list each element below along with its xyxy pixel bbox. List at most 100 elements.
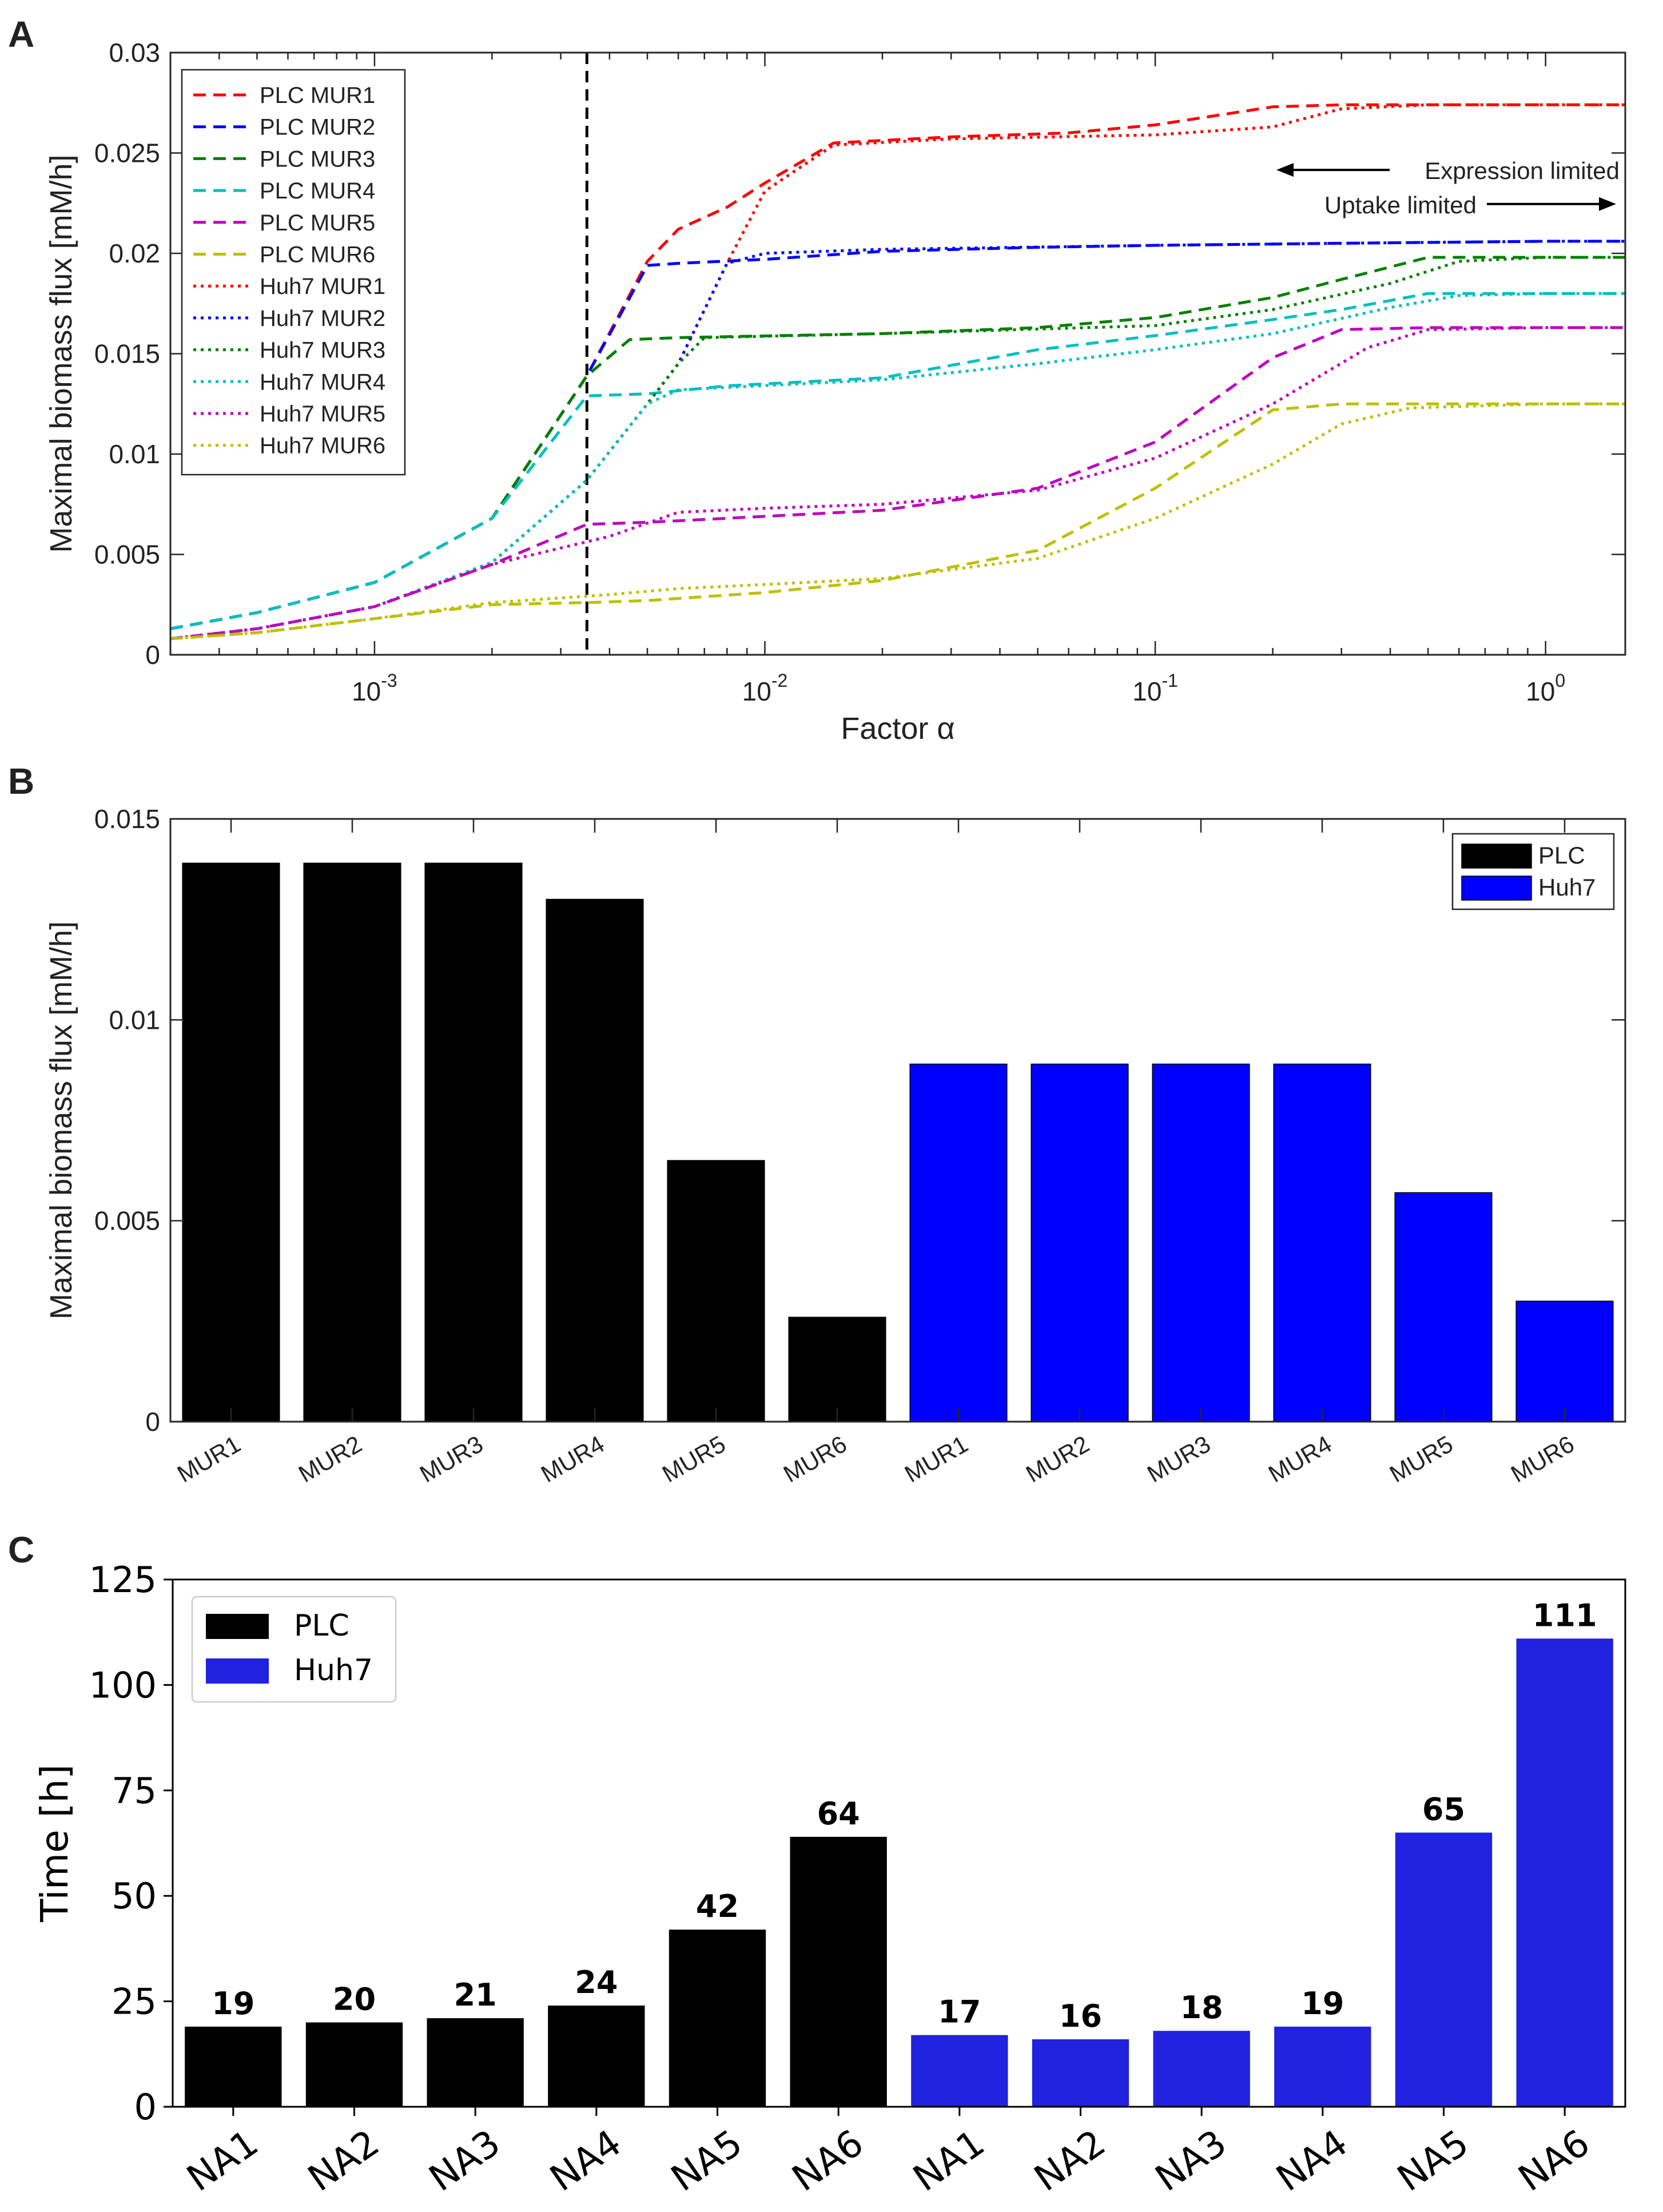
bar <box>427 2018 524 2107</box>
data-label: 16 <box>1059 1998 1102 2034</box>
bar <box>1394 1192 1493 1422</box>
y-axis-label: Maximal biomass flux [mM/h] <box>44 154 78 552</box>
bar <box>1273 1063 1371 1422</box>
data-label: 64 <box>817 1796 860 1832</box>
legend-label: Huh7 MUR6 <box>260 433 385 459</box>
x-tick-label: NA3 <box>421 2122 508 2200</box>
bar <box>546 898 644 1422</box>
x-tick-label: 100 <box>1526 670 1565 706</box>
legend-label: Huh7 MUR2 <box>260 306 385 331</box>
x-tick-label: NA2 <box>301 2122 387 2200</box>
y-tick-label: 75 <box>112 1770 157 1812</box>
bar <box>909 1063 1008 1422</box>
y-tick-label: 50 <box>112 1875 157 1917</box>
x-tick-label: MUR3 <box>415 1430 488 1487</box>
series-line <box>170 103 1625 630</box>
y-tick-label: 0.005 <box>94 1206 160 1236</box>
data-label: 24 <box>575 1964 618 2000</box>
x-tick-label: NA4 <box>1269 2122 1355 2200</box>
x-tick-label: NA5 <box>664 2122 750 2200</box>
legend-box <box>181 69 406 476</box>
y-tick-label: 0.01 <box>109 1005 160 1035</box>
y-axis-label: Maximal biomass flux [mM/h] <box>44 921 78 1319</box>
data-label: 21 <box>454 1977 497 2013</box>
data-label: 42 <box>696 1888 739 1924</box>
legend-swatch <box>1461 876 1532 901</box>
bar <box>667 1160 765 1422</box>
bar <box>548 2005 645 2107</box>
legend-label: PLC MUR6 <box>260 242 375 268</box>
x-tick-label: NA1 <box>906 2122 992 2200</box>
x-tick-label: NA1 <box>180 2122 266 2200</box>
legend-label: Huh7 MUR5 <box>260 401 385 427</box>
data-label: 18 <box>1180 1990 1223 2026</box>
bar <box>790 1836 887 2107</box>
bar <box>185 2026 282 2107</box>
x-tick-label: 10-2 <box>742 670 788 706</box>
x-tick-label: MUR6 <box>1506 1430 1579 1487</box>
legend-swatch <box>206 1614 269 1639</box>
series-line <box>170 292 1625 640</box>
series-line <box>170 240 1625 640</box>
y-tick-label: 0.005 <box>94 540 160 570</box>
legend-label: Huh7 MUR3 <box>260 338 385 363</box>
y-tick-label: 0 <box>145 640 160 670</box>
y-tick-label: 0 <box>145 1407 160 1437</box>
x-tick-label: NA6 <box>785 2122 871 2200</box>
arrow-head <box>1276 163 1294 177</box>
x-axis-label: Factor α <box>841 711 954 746</box>
arrow-head <box>1599 197 1616 211</box>
bar <box>1031 1063 1129 1422</box>
panel-c-bar-chart: 19 20 21 24 42 64 17 16 18 19 65 111 0 25 50 75 100 125 NA… <box>33 1559 1626 2200</box>
bar <box>1153 2031 1250 2107</box>
data-label: 20 <box>333 1981 376 2017</box>
y-tick-label: 100 <box>89 1664 157 1706</box>
x-tick-label: 10-3 <box>352 670 397 706</box>
bar <box>424 862 523 1422</box>
x-tick-label: NA4 <box>543 2122 629 2200</box>
y-tick-label: 0.01 <box>109 439 160 469</box>
x-tick-label: MUR4 <box>536 1430 609 1487</box>
panel-letter: A <box>8 14 34 55</box>
data-label: 17 <box>938 1994 981 2030</box>
y-tick-label: 0 <box>134 2086 157 2128</box>
bar <box>1274 2026 1371 2107</box>
data-label: 65 <box>1422 1792 1465 1828</box>
series-line <box>170 402 1625 640</box>
bar <box>911 2035 1008 2107</box>
x-tick-label: MUR3 <box>1143 1430 1215 1487</box>
x-tick-label: MUR5 <box>1385 1430 1458 1487</box>
legend-label: PLC <box>294 1609 349 1643</box>
panel-a-line-chart: 10-3 10-2 10-1 100 0 0.005 0.01 0.015 0.02 0.025 0… <box>44 38 1626 746</box>
y-tick-label: 0.03 <box>109 38 160 67</box>
series-line <box>170 326 1625 640</box>
legend-label: PLC MUR1 <box>260 83 375 108</box>
bar <box>1152 1063 1250 1422</box>
series-line <box>170 326 1625 640</box>
x-tick-label: 10-1 <box>1132 670 1178 706</box>
bar <box>1395 1832 1493 2107</box>
bar <box>303 862 401 1422</box>
y-tick-label: 0.02 <box>109 238 160 268</box>
bar <box>1515 1300 1614 1422</box>
legend-label: PLC MUR4 <box>260 178 375 204</box>
legend-label: PLC MUR5 <box>260 210 375 236</box>
x-tick-label: NA6 <box>1511 2122 1597 2200</box>
data-label: 19 <box>212 1986 254 2022</box>
panel-b-bar-chart: 0 0.005 0.01 0.015 MUR1 MUR2 MUR3 MUR4 MUR5 MUR6 M… <box>44 804 1626 1487</box>
y-tick-label: 0.025 <box>94 138 160 168</box>
y-tick-label: 25 <box>112 1981 157 2023</box>
x-tick-label: MUR5 <box>658 1430 730 1487</box>
y-tick-label: 0.015 <box>94 339 160 369</box>
legend-label: PLC MUR2 <box>260 115 375 140</box>
x-tick-label: MUR4 <box>1264 1430 1336 1487</box>
y-axis-label: Time [h] <box>33 1764 77 1923</box>
plot-frame <box>169 818 1626 1423</box>
legend-label: Huh7 MUR4 <box>260 369 385 395</box>
series-line <box>170 256 1625 630</box>
annotation-text: Expression limited <box>1425 157 1620 184</box>
bar <box>788 1316 886 1422</box>
x-tick-label: MUR6 <box>779 1430 852 1487</box>
panel-letter: B <box>8 761 34 802</box>
